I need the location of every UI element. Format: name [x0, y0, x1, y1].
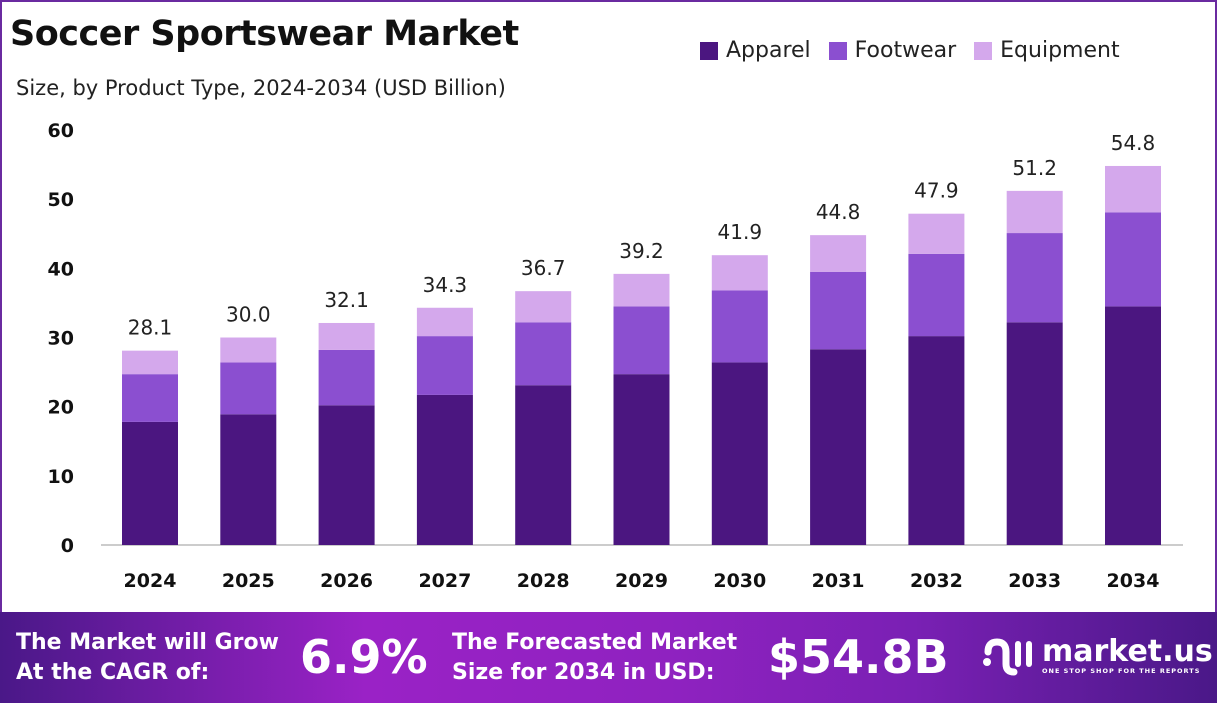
bar-segment-equipment [810, 235, 867, 272]
bar-segment-equipment [1105, 165, 1161, 213]
y-tick-label: 40 [48, 258, 74, 280]
bar-segment-equipment [122, 350, 178, 375]
footer-banner: The Market will Grow At the CAGR of: 6.9%… [0, 612, 1217, 703]
bar-segment-footwear [711, 290, 768, 363]
chart-subtitle: Size, by Product Type, 2024-2034 (USD Bi… [16, 76, 506, 100]
data-label-total: 28.1 [128, 316, 173, 340]
legend-swatch [700, 41, 718, 60]
bar-segment-equipment [515, 291, 572, 323]
bar-segment-apparel [122, 421, 178, 545]
data-label-total: 32.1 [324, 288, 369, 312]
x-tick-label: 2030 [713, 570, 766, 592]
chart-title: Soccer Sportswear Market [10, 14, 519, 54]
legend: Apparel Footwear Equipment [700, 38, 1120, 63]
bar-segment-footwear [1006, 233, 1063, 323]
data-label-total: 44.8 [816, 200, 861, 224]
logo-tagline: ONE STOP SHOP FOR THE REPORTS [1042, 667, 1201, 675]
y-tick-label: 60 [48, 120, 74, 142]
data-label-total: 30.0 [226, 303, 271, 327]
cagr-label: The Market will Grow At the CAGR of: [16, 628, 279, 688]
x-tick-label: 2024 [124, 570, 177, 592]
y-tick-label: 30 [48, 328, 74, 350]
logo-name: market.us [1042, 634, 1213, 669]
x-tick-label: 2027 [418, 570, 471, 592]
bar-segment-apparel [1006, 322, 1063, 545]
bar-segment-apparel [318, 405, 375, 545]
forecast-label-line: Size for 2034 in USD: [452, 660, 715, 685]
data-label-total: 39.2 [619, 239, 664, 263]
bar-segment-footwear [613, 306, 670, 375]
bar-segment-apparel [220, 414, 277, 545]
bar-segment-footwear [908, 253, 965, 337]
data-label-total: 41.9 [718, 220, 763, 244]
x-tick-label: 2033 [1008, 570, 1061, 592]
data-label-total: 54.8 [1111, 131, 1156, 155]
bar-segment-apparel [416, 394, 473, 545]
data-label-total: 51.2 [1012, 156, 1057, 180]
cagr-label-line: The Market will Grow [16, 630, 279, 655]
legend-label: Apparel [726, 38, 811, 63]
bar-segment-equipment [711, 255, 768, 291]
cagr-label-line: At the CAGR of: [16, 660, 210, 685]
logo-icon [983, 638, 1032, 676]
bar-segment-footwear [416, 336, 473, 395]
x-tick-label: 2029 [615, 570, 668, 592]
cagr-value: 6.9% [300, 630, 428, 684]
bar-segment-equipment [416, 307, 473, 337]
bar-segment-equipment [318, 322, 375, 350]
bar-segment-apparel [515, 385, 572, 545]
x-tick-label: 2026 [320, 570, 373, 592]
x-tick-label: 2025 [222, 570, 275, 592]
y-tick-label: 20 [48, 397, 74, 419]
bar-segment-footwear [1105, 212, 1161, 307]
bar-segment-apparel [1105, 306, 1161, 545]
bar-segment-equipment [1006, 190, 1063, 234]
market-us-logo: market.us ONE STOP SHOP FOR THE REPORTS [982, 636, 1213, 676]
bar-segment-apparel [613, 374, 670, 545]
legend-label: Equipment [1000, 38, 1120, 63]
bar-chart: 010203040506028.1202430.0202532.1202634.… [48, 120, 1183, 592]
legend-item-footwear: Footwear [828, 38, 957, 63]
x-tick-label: 2034 [1107, 570, 1160, 592]
bar-segment-equipment [220, 337, 277, 363]
data-label-total: 36.7 [521, 256, 566, 280]
y-tick-label: 0 [61, 535, 74, 557]
legend-item-apparel: Apparel [700, 38, 811, 63]
x-tick-label: 2032 [910, 570, 963, 592]
bar-segment-equipment [613, 273, 670, 307]
bar-segment-footwear [515, 322, 572, 386]
x-tick-label: 2031 [812, 570, 865, 592]
bar-segment-footwear [810, 271, 867, 350]
y-tick-label: 50 [48, 189, 74, 211]
legend-swatch [828, 41, 847, 60]
bar-segment-footwear [220, 362, 277, 415]
forecast-label-line: The Forecasted Market [452, 630, 738, 655]
data-label-total: 34.3 [423, 273, 468, 297]
bar-segment-apparel [908, 336, 965, 545]
legend-item-equipment: Equipment [974, 38, 1120, 63]
forecast-value: $54.8B [768, 630, 949, 684]
legend-label: Footwear [854, 38, 957, 63]
bar-segment-apparel [711, 362, 768, 545]
data-label-total: 47.9 [914, 179, 959, 203]
forecast-label: The Forecasted Market Size for 2034 in US… [452, 628, 737, 688]
bar-segment-footwear [318, 349, 375, 406]
x-tick-label: 2028 [517, 570, 570, 592]
bar-segment-equipment [908, 213, 965, 254]
legend-swatch [974, 41, 993, 60]
bar-segment-apparel [810, 349, 867, 545]
bar-segment-footwear [122, 374, 178, 422]
y-tick-label: 10 [48, 466, 74, 488]
